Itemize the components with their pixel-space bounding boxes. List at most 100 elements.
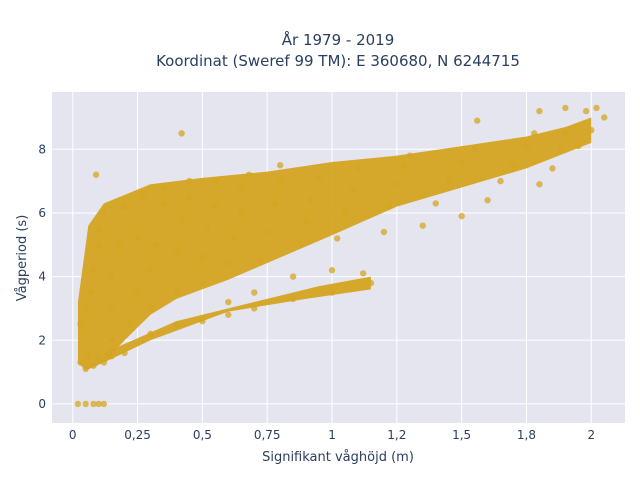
data-point <box>212 177 219 185</box>
data-point <box>531 130 538 137</box>
y-tick-label: 6 <box>38 206 46 220</box>
data-point <box>186 193 193 201</box>
data-point <box>575 142 582 150</box>
data-point <box>82 305 89 312</box>
data-point <box>92 171 100 178</box>
data-point <box>354 165 362 172</box>
data-point <box>458 158 465 166</box>
data-point <box>256 257 263 264</box>
y-tick-label: 0 <box>38 397 46 411</box>
data-point <box>230 235 237 242</box>
data-point <box>173 247 180 255</box>
data-point <box>458 212 465 220</box>
data-point <box>406 152 414 159</box>
data-point <box>95 225 102 233</box>
x-tick-label: 1,5 <box>452 428 471 442</box>
data-point <box>536 107 543 115</box>
data-point <box>471 146 478 153</box>
points-layer <box>74 104 608 408</box>
data-point <box>74 400 82 408</box>
data-point <box>536 181 543 188</box>
data-point <box>510 162 517 169</box>
data-point <box>308 197 315 204</box>
data-point <box>245 171 253 178</box>
data-point <box>147 305 154 312</box>
data-point <box>582 107 590 115</box>
data-point <box>225 298 232 306</box>
data-point <box>393 181 401 188</box>
data-point <box>556 146 564 153</box>
data-point <box>484 197 491 204</box>
data-point <box>85 352 92 360</box>
x-tick-label: 0 <box>69 428 77 442</box>
data-point <box>108 337 115 344</box>
data-point <box>87 289 95 296</box>
data-point <box>276 177 284 185</box>
data-point <box>328 289 336 296</box>
data-point <box>139 193 146 201</box>
data-point <box>271 200 279 207</box>
tick-label-layer: 0 0,25 0,5 0,75 1 1,2 1,5 1,8 2 0 2 4 6 8 <box>38 142 595 442</box>
data-point <box>276 162 284 169</box>
data-point <box>173 289 180 296</box>
x-tick-label: 0,25 <box>124 428 151 442</box>
data-point <box>359 270 367 277</box>
data-point <box>95 400 102 408</box>
y-tick-label: 2 <box>38 333 46 347</box>
data-point <box>445 177 452 185</box>
data-point <box>601 114 608 121</box>
data-point <box>385 203 393 210</box>
data-point <box>178 130 185 137</box>
data-point <box>474 117 481 124</box>
data-point <box>562 104 569 112</box>
data-point <box>328 267 336 274</box>
data-point <box>523 142 530 150</box>
data-point <box>152 241 159 248</box>
data-point <box>251 305 258 312</box>
chart-title-line-2: Koordinat (Sweref 99 TM): E 360680, N 62… <box>156 52 520 70</box>
dense-point-cloud <box>77 117 592 371</box>
data-point <box>90 267 97 274</box>
data-point <box>121 349 128 357</box>
data-point <box>238 209 245 217</box>
data-point <box>82 400 89 408</box>
data-point <box>315 174 323 182</box>
data-point <box>302 219 310 226</box>
x-tick-label: 0,75 <box>254 428 281 442</box>
data-point <box>178 216 185 223</box>
data-point <box>160 184 167 191</box>
x-tick-label: 2 <box>587 428 595 442</box>
data-point <box>90 362 97 369</box>
x-axis-title: Signifikant våghöjd (m) <box>262 450 414 465</box>
x-tick-label: 1,8 <box>517 428 536 442</box>
data-point <box>147 330 154 338</box>
data-point <box>349 187 356 194</box>
data-point <box>108 352 115 360</box>
data-point <box>126 321 133 328</box>
data-point <box>588 126 595 134</box>
data-point <box>95 241 102 248</box>
data-point <box>173 321 180 328</box>
data-point <box>334 235 341 242</box>
data-point <box>186 177 193 185</box>
data-point <box>134 235 141 242</box>
data-point <box>199 254 206 261</box>
data-point <box>251 289 258 296</box>
data-point <box>199 317 206 325</box>
data-point <box>108 305 115 312</box>
data-point <box>380 228 388 236</box>
data-point <box>134 289 141 296</box>
x-tick-label: 1,2 <box>387 428 406 442</box>
data-point <box>100 359 108 366</box>
data-point <box>116 241 123 248</box>
data-point <box>225 311 232 318</box>
data-point <box>341 209 349 217</box>
data-point <box>100 400 108 408</box>
data-point <box>212 203 219 210</box>
x-tick-label: 0,5 <box>193 428 212 442</box>
data-point <box>199 279 206 287</box>
data-point <box>497 177 504 185</box>
data-point <box>289 273 297 280</box>
